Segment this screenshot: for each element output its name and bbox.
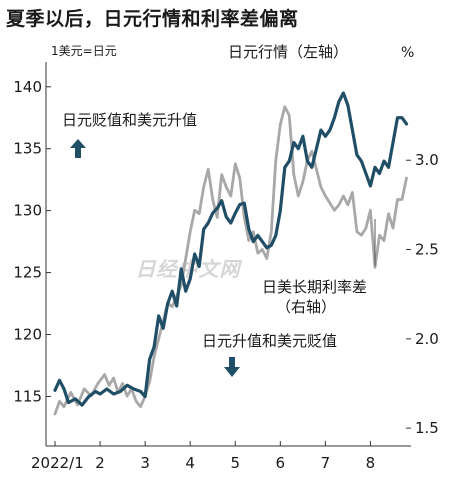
left-axis-tick-label: 130 [13, 202, 42, 220]
x-axis-tick-label: 6 [276, 454, 286, 472]
left-axis-tick-label: 115 [13, 387, 42, 405]
annotation-yen-strong-text: 日元升值和美元贬值 [202, 332, 337, 350]
annotation-rate-spread: 日美长期利率差 （右轴） [262, 219, 376, 316]
axes: 115 120 125 130 135 140 1.5 2.0 2.5 3.0 2022/1 2 3 4 5… [13, 62, 439, 472]
x-axis-tick-label: 2022/1 [31, 454, 84, 472]
series-layer [53, 91, 409, 416]
x-axis-tick-label: 4 [185, 454, 195, 472]
x-axis-tick-label: 5 [230, 454, 240, 472]
x-axis-tick-label: 8 [366, 454, 376, 472]
annotation-yen-strong: 日元升值和美元贬值 [202, 332, 337, 377]
arrow-up-icon [70, 139, 86, 158]
right-axis-tick-label: 2.5 [415, 241, 439, 259]
right-axis-unit-label: % [401, 45, 414, 61]
left-axis-tick-label: 125 [13, 264, 42, 282]
chart-title: 夏季以后，日元行情和利率差偏离 [6, 8, 299, 30]
x-axis-tick-label: 2 [95, 454, 105, 472]
arrow-down-icon [224, 357, 240, 377]
x-axis-tick-label: 7 [321, 454, 331, 472]
annotation-yen-weak: 日元贬值和美元升值 [62, 111, 197, 158]
series-label-yen-rate: 日元行情（左轴） [228, 43, 348, 61]
annotation-yen-weak-text: 日元贬值和美元升值 [62, 111, 197, 129]
watermark: 日经中文网 [136, 257, 243, 281]
left-axis-tick-label: 135 [13, 140, 42, 158]
right-axis-tick-label: 1.5 [415, 419, 439, 437]
series-line-yen-rate [53, 91, 409, 407]
left-axis-tick-label: 140 [13, 78, 42, 96]
series-label-rate-spread-axis-note: （右轴） [276, 298, 336, 316]
x-axis-tick-label: 3 [140, 454, 150, 472]
right-axis-tick-label: 3.0 [415, 151, 439, 169]
series-line-rate-spread [53, 105, 408, 416]
series-label-rate-spread: 日美长期利率差 [262, 278, 367, 296]
right-axis-tick-label: 2.0 [415, 330, 439, 348]
left-axis-tick-label: 120 [13, 326, 42, 344]
left-axis-unit-label: 1美元=日元 [51, 44, 117, 58]
